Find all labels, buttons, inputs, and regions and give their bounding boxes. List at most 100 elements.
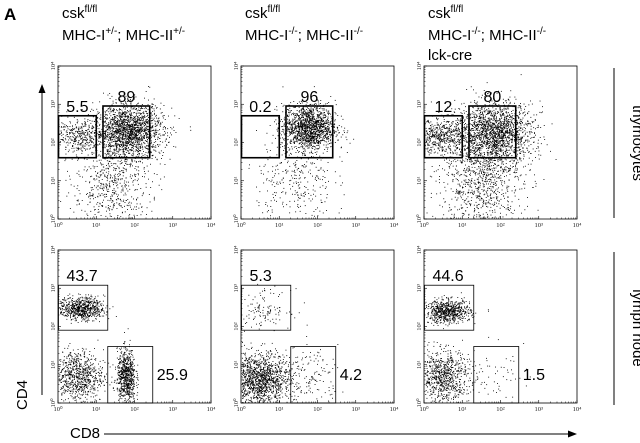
event-dot [101, 183, 102, 185]
event-dot [265, 204, 267, 205]
event-dot [290, 125, 292, 127]
event-dot [156, 107, 157, 109]
event-dot [310, 110, 312, 112]
event-dot [276, 200, 277, 202]
event-dot [141, 122, 143, 124]
event-dot [106, 196, 108, 197]
event-dot [290, 102, 292, 104]
event-dot [151, 103, 153, 105]
header-mhc-sup: +/- [173, 26, 185, 37]
event-dot [121, 137, 123, 138]
event-dot [114, 136, 116, 138]
event-dot [137, 119, 139, 120]
event-dot [319, 127, 320, 128]
event-dot [130, 107, 132, 109]
event-dot [338, 212, 340, 214]
event-dot [101, 164, 103, 166]
event-dot [267, 159, 269, 161]
event-dot [109, 177, 111, 179]
event-dot [112, 152, 114, 154]
event-dot [75, 136, 77, 138]
event-dot [112, 124, 113, 125]
event-dot [299, 139, 301, 141]
event-dot [79, 136, 81, 137]
event-dot [148, 136, 150, 138]
event-dot [314, 126, 316, 127]
event-dot [129, 120, 131, 122]
event-dot [309, 123, 311, 125]
event-dot [133, 124, 135, 125]
event-dot [486, 143, 488, 144]
event-dot [304, 192, 306, 194]
event-dot [110, 156, 112, 158]
event-dot [138, 147, 140, 149]
event-dot [122, 143, 124, 145]
event-dot [320, 132, 322, 134]
event-dot [130, 139, 132, 141]
event-dot [513, 126, 514, 128]
event-dot [109, 205, 111, 207]
event-dot [327, 137, 329, 139]
event-dot [138, 117, 140, 119]
event-dot [300, 114, 301, 115]
event-dot [282, 129, 284, 131]
event-dot [117, 176, 119, 177]
event-dot [294, 122, 296, 124]
event-dot [501, 140, 502, 141]
event-dot [509, 118, 511, 120]
event-dot [330, 142, 332, 144]
event-dot [109, 126, 111, 127]
event-dot [81, 127, 83, 129]
event-dot [140, 108, 142, 110]
event-dot [328, 124, 330, 126]
event-dot [287, 130, 289, 132]
event-dot [122, 150, 124, 152]
event-dot [117, 119, 119, 121]
event-dot [263, 103, 265, 104]
event-dot [146, 119, 148, 120]
event-dot [126, 159, 128, 161]
event-dot [283, 129, 285, 131]
event-dot [295, 166, 297, 168]
event-dot [77, 159, 79, 161]
event-dot [106, 149, 108, 151]
event-dot [129, 141, 131, 143]
event-dot [300, 121, 301, 123]
event-dot [125, 177, 127, 179]
event-dot [300, 118, 302, 119]
event-dot [133, 98, 135, 100]
event-dot [145, 147, 147, 149]
event-dot [118, 120, 120, 121]
header-genotype-mhc: MHC-I-/-; MHC-II-/- [245, 26, 363, 44]
event-dot [95, 171, 96, 173]
event-dot [138, 126, 140, 128]
event-dot [127, 138, 129, 140]
event-dot [496, 150, 498, 152]
event-dot [289, 206, 291, 208]
event-dot [140, 123, 141, 125]
event-dot [152, 144, 154, 146]
event-dot [107, 167, 109, 169]
event-dot [302, 124, 304, 125]
event-dot [115, 137, 117, 139]
event-dot [132, 130, 134, 132]
event-dot [147, 129, 149, 131]
event-dot [144, 176, 145, 178]
event-dot [311, 109, 313, 111]
event-dot [141, 140, 143, 142]
event-dot [303, 200, 305, 202]
event-dot [118, 153, 120, 155]
event-dot [156, 117, 157, 119]
event-dot [157, 121, 159, 123]
event-dot [94, 135, 96, 137]
event-dot [154, 123, 156, 125]
event-dot [337, 115, 339, 116]
event-dot [520, 103, 521, 104]
event-dot [292, 119, 294, 121]
event-dot [133, 125, 135, 127]
event-dot [330, 122, 331, 124]
event-dot [109, 140, 111, 141]
event-dot [313, 163, 315, 164]
event-dot [126, 156, 128, 158]
event-dot [91, 108, 93, 110]
